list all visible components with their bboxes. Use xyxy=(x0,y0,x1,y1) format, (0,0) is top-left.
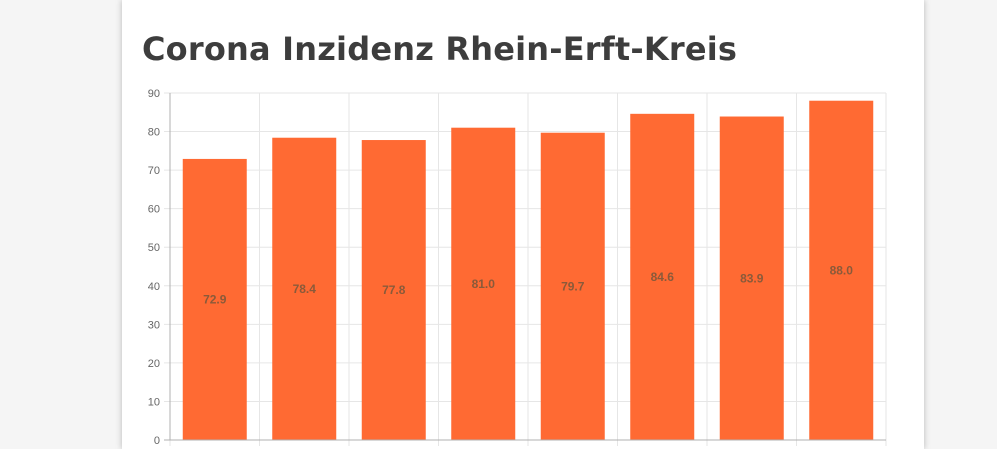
chart-card: Corona Inzidenz Rhein-Erft-Kreis 0 10 20 30… xyxy=(122,0,924,449)
axes xyxy=(164,93,886,441)
page-title: Corona Inzidenz Rhein-Erft-Kreis xyxy=(142,30,738,68)
bar xyxy=(809,100,874,440)
y-tick-label: 10 xyxy=(148,396,160,408)
bar xyxy=(630,113,695,440)
y-tick-label: 60 xyxy=(148,204,160,216)
y-tick-label: 80 xyxy=(148,127,160,139)
bar-value-label: 84.6 xyxy=(651,270,675,284)
y-tick-label: 70 xyxy=(148,165,160,177)
bar-value-label: 79.7 xyxy=(561,279,585,293)
bar xyxy=(451,127,516,440)
y-tick-label: 50 xyxy=(148,242,160,254)
bar xyxy=(540,132,605,440)
bar-value-label: 77.8 xyxy=(382,283,406,297)
y-tick-label: 20 xyxy=(148,358,160,370)
bar xyxy=(272,137,337,441)
bar xyxy=(182,158,247,440)
bars xyxy=(182,100,874,441)
data-labels: 72.9 78.4 77.8 81.0 79.7 84.6 83.9 88.0 xyxy=(203,263,853,306)
y-tick-label: 90 xyxy=(148,88,160,100)
y-tick-label: 30 xyxy=(148,319,160,331)
bar-value-label: 83.9 xyxy=(740,271,764,285)
y-tick-label: 0 xyxy=(154,435,160,447)
bar-value-label: 88.0 xyxy=(830,263,854,277)
y-axis-ticks: 0 10 20 30 40 50 60 70 80 90 xyxy=(148,88,160,447)
bar-value-label: 81.0 xyxy=(472,277,496,291)
bar xyxy=(719,116,784,440)
bar xyxy=(361,140,426,440)
bar-chart: 0 10 20 30 40 50 60 70 80 90 72.9 78.4 77.8 81.0 79.7… xyxy=(148,88,887,447)
bar-value-label: 78.4 xyxy=(293,282,317,296)
bar-value-label: 72.9 xyxy=(203,292,227,306)
y-tick-label: 40 xyxy=(148,281,160,293)
